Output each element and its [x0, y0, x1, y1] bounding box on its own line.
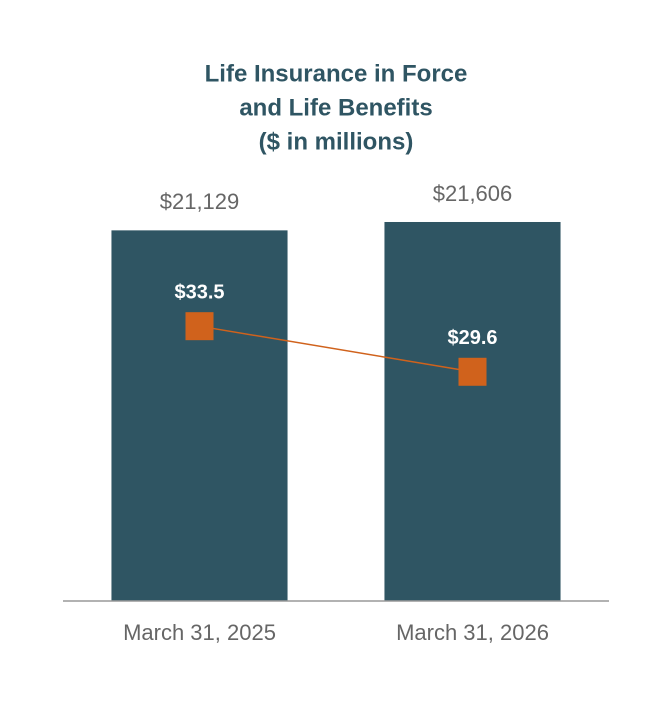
chart-title: Life Insurance in Force [205, 60, 468, 87]
line-marker [458, 357, 487, 386]
line-marker [185, 312, 214, 341]
bar-value-label: $21,129 [160, 189, 240, 214]
chart-title: ($ in millions) [259, 128, 414, 155]
line [199, 325, 473, 373]
bar [384, 221, 561, 601]
chart-title: and Life Benefits [239, 94, 432, 121]
bar [111, 230, 288, 601]
line-value-label: $29.6 [447, 327, 497, 349]
x-tick-label: March 31, 2025 [123, 620, 276, 645]
bar-value-label: $21,606 [433, 181, 513, 206]
line-value-label: $33.5 [174, 281, 224, 303]
x-tick-label: March 31, 2026 [396, 620, 549, 645]
